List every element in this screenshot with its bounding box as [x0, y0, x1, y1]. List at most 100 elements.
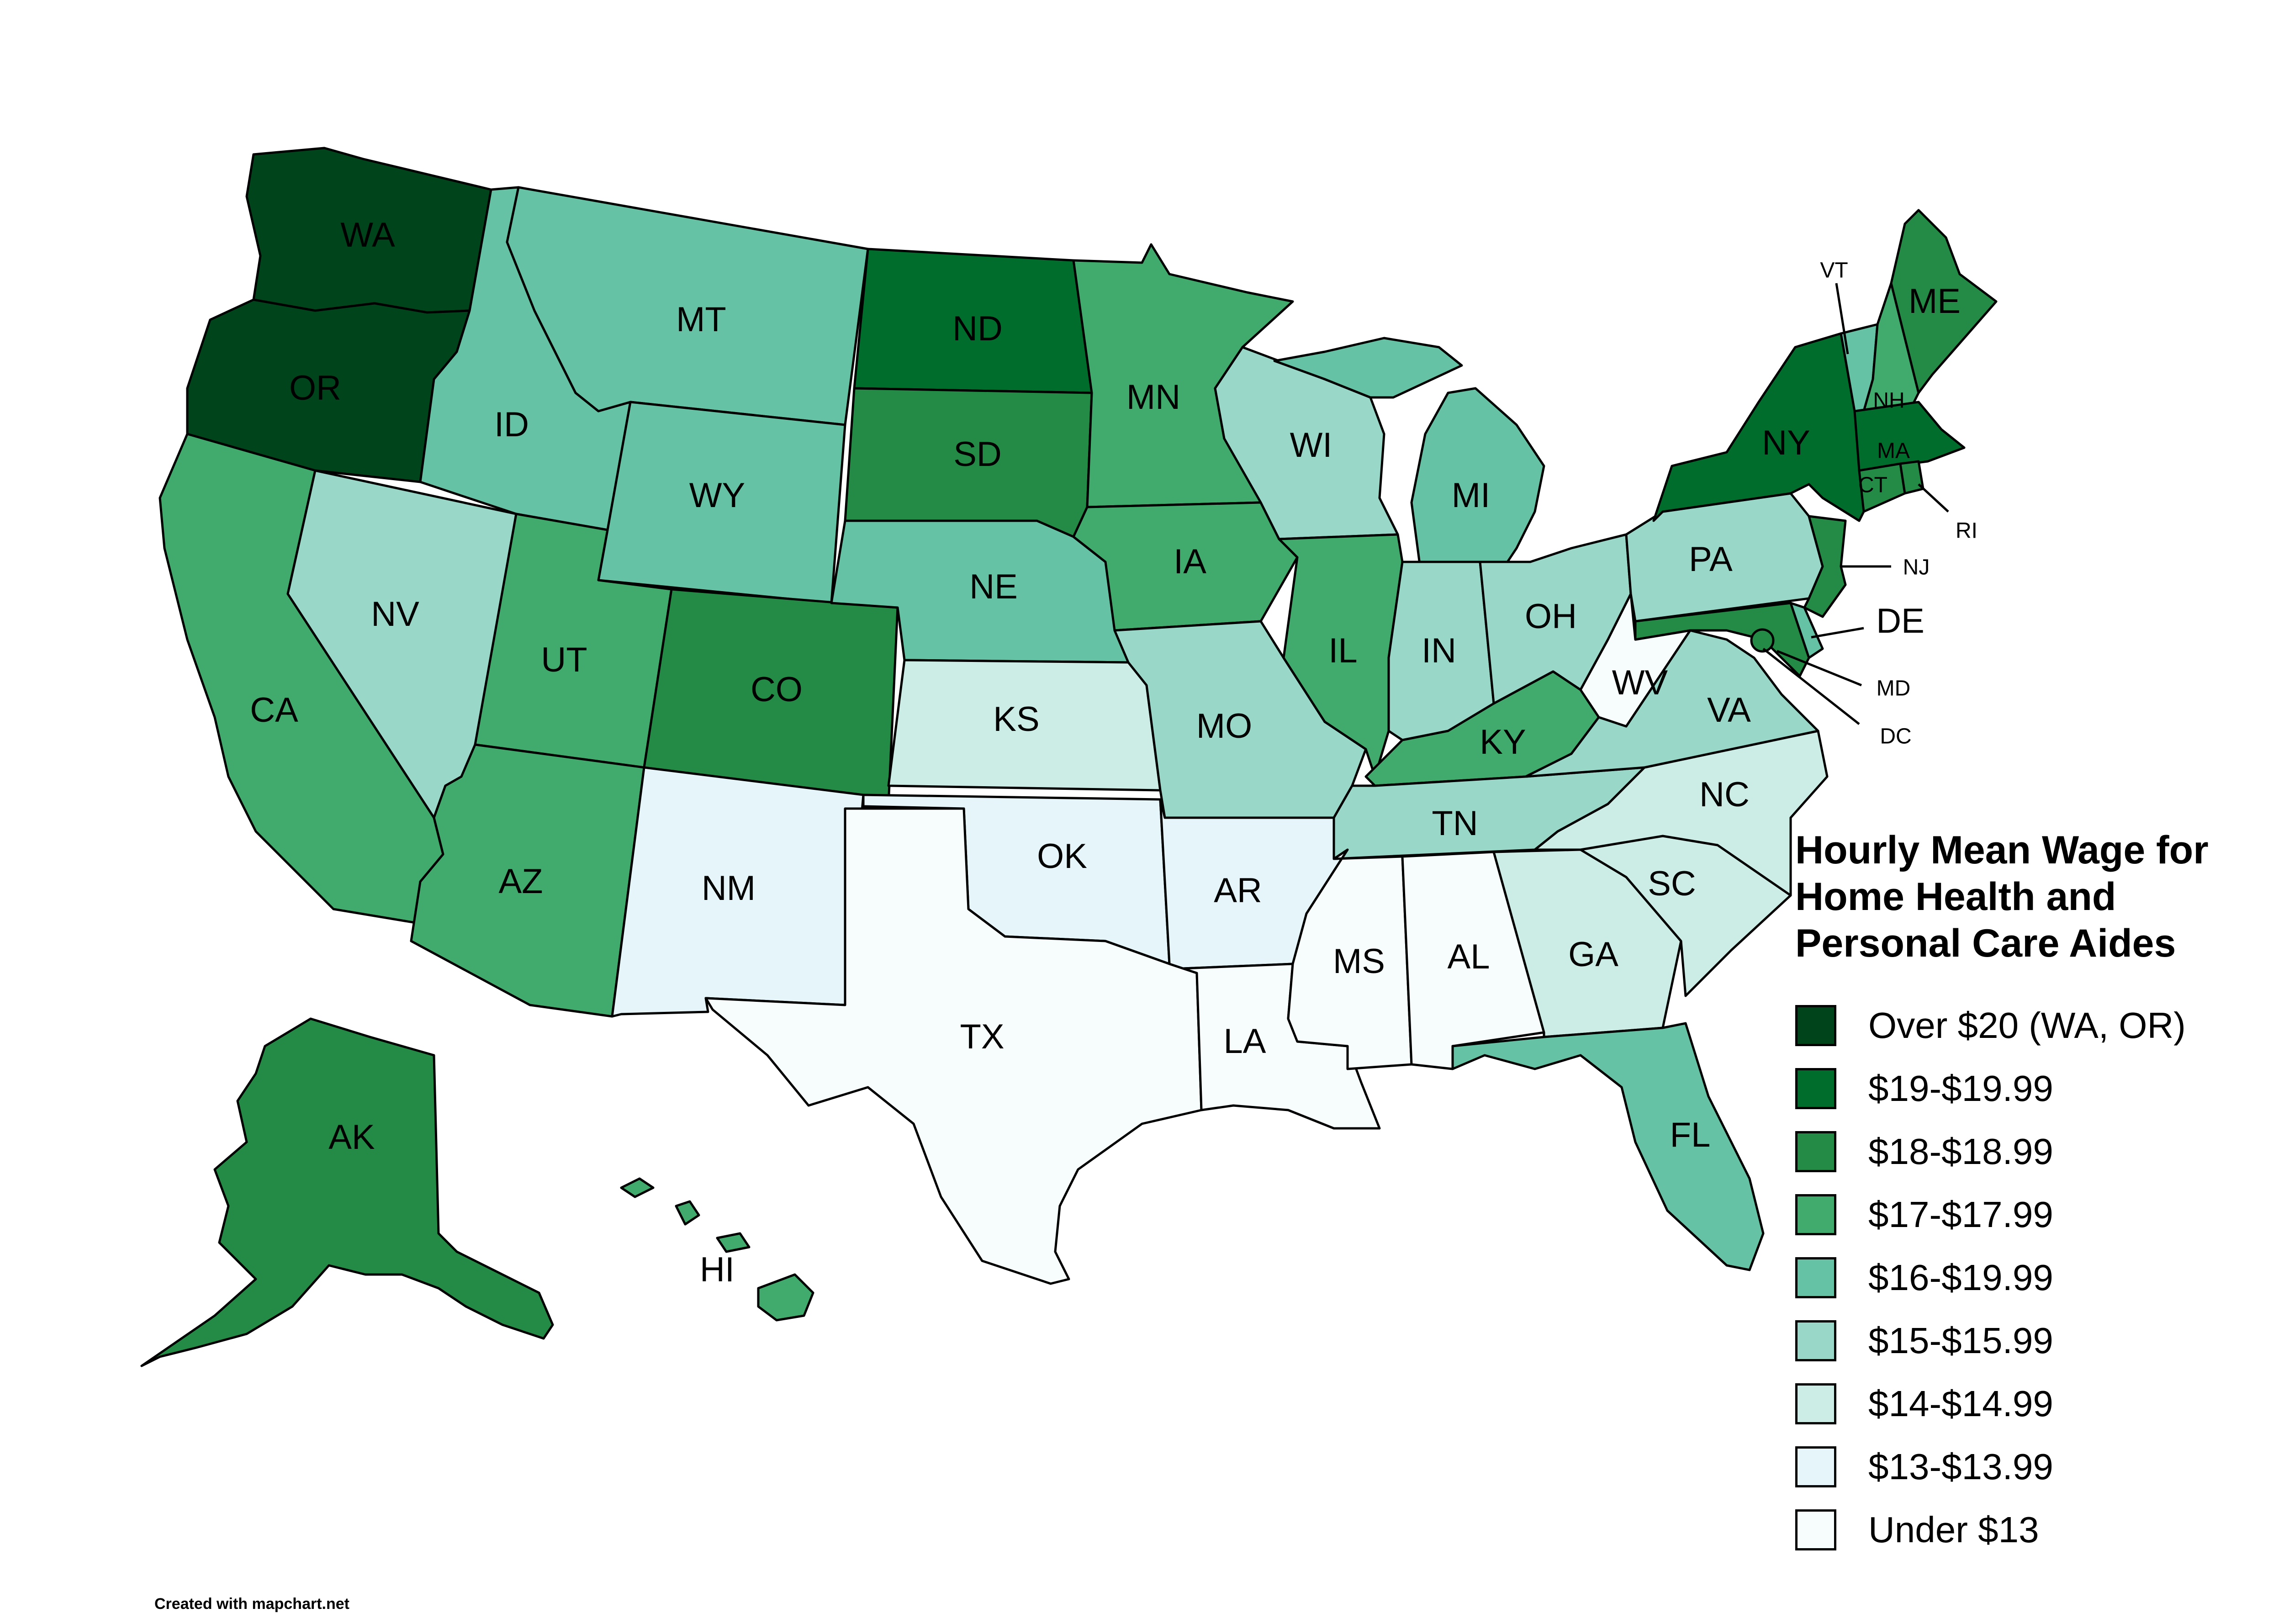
leader-dc [1762, 648, 1860, 725]
legend-label: $16-$19.99 [1868, 1257, 2053, 1298]
legend-label: $15-$15.99 [1868, 1320, 2053, 1361]
label-nh: NH [1873, 389, 1904, 413]
label-ny: NY [1762, 423, 1810, 462]
label-ak: AK [328, 1118, 375, 1157]
state-nj[interactable] [1803, 515, 1847, 618]
label-dc: DC [1880, 725, 1911, 749]
label-oh: OH [1525, 597, 1577, 636]
label-sc: SC [1648, 864, 1696, 903]
label-ky: KY [1480, 723, 1526, 762]
label-co: CO [751, 670, 803, 709]
label-tn: TN [1432, 804, 1478, 843]
label-mt: MT [676, 300, 726, 339]
label-wi: WI [1290, 426, 1332, 465]
label-nc: NC [1699, 775, 1750, 814]
state-ak[interactable] [140, 1017, 554, 1367]
legend-item: $15-$15.99 [1795, 1309, 2279, 1372]
state-fl[interactable] [1451, 1022, 1765, 1271]
state-ri[interactable] [1899, 460, 1924, 495]
label-me: ME [1909, 282, 1961, 321]
legend-item: $17-$17.99 [1795, 1183, 2279, 1246]
legend-label: $18-$18.99 [1868, 1131, 2053, 1172]
legend: Hourly Mean Wage for Home Health and Per… [1795, 827, 2279, 1561]
state-dc[interactable] [1750, 628, 1775, 653]
label-ga: GA [1568, 935, 1618, 974]
legend-item: Over $20 (WA, OR) [1795, 994, 2279, 1057]
label-nd: ND [952, 309, 1003, 348]
legend-label: $19-$19.99 [1868, 1068, 2053, 1109]
label-mn: MN [1126, 378, 1180, 417]
label-ia: IA [1174, 542, 1206, 581]
leader-md [1776, 650, 1862, 687]
label-ri: RI [1956, 519, 1977, 543]
label-tx: TX [960, 1017, 1004, 1056]
label-al: AL [1448, 937, 1490, 976]
state-wi[interactable] [1214, 346, 1399, 540]
label-vt: VT [1820, 259, 1848, 283]
legend-label: Under $13 [1868, 1509, 2039, 1550]
label-id: ID [494, 405, 529, 444]
state-mt[interactable] [506, 186, 869, 426]
label-in: IN [1422, 631, 1456, 670]
legend-label: $17-$17.99 [1868, 1194, 2053, 1235]
legend-label: $13-$13.99 [1868, 1446, 2053, 1487]
state-de[interactable] [1789, 602, 1824, 659]
state-nc[interactable] [1533, 730, 1829, 897]
label-wa: WA [340, 216, 395, 254]
legend-swatch [1795, 1509, 1836, 1550]
legend-label: $14-$14.99 [1868, 1383, 2053, 1424]
label-ms: MS [1333, 942, 1385, 981]
label-fl: FL [1670, 1116, 1711, 1154]
label-ks: KS [993, 700, 1039, 739]
label-md: MD [1877, 677, 1911, 701]
legend-item: $14-$14.99 [1795, 1372, 2279, 1435]
legend-swatch [1795, 1194, 1836, 1235]
state-mi[interactable] [1273, 337, 1545, 572]
label-ut: UT [541, 640, 587, 679]
legend-swatch [1795, 1320, 1836, 1361]
state-me[interactable] [1890, 209, 1998, 394]
leader-vt [1835, 283, 1849, 354]
label-ma: MA [1877, 439, 1910, 463]
legend-swatch [1795, 1383, 1836, 1424]
label-ca: CA [250, 691, 298, 730]
legend-item: $13-$13.99 [1795, 1435, 2279, 1498]
label-sd: SD [953, 435, 1002, 474]
leader-ri [1918, 483, 1949, 513]
label-mi: MI [1452, 476, 1490, 515]
legend-item: $18-$18.99 [1795, 1120, 2279, 1183]
label-ct: CT [1858, 473, 1887, 497]
label-nm: NM [702, 869, 756, 908]
legend-swatch [1795, 1005, 1836, 1046]
label-nv: NV [371, 595, 419, 634]
label-wv: WV [1612, 663, 1668, 702]
label-wy: WY [689, 476, 745, 515]
legend-item: $16-$19.99 [1795, 1246, 2279, 1309]
legend-title: Hourly Mean Wage for Home Health and Per… [1795, 828, 2209, 965]
label-il: IL [1328, 631, 1357, 670]
legend-swatch [1795, 1068, 1836, 1109]
state-hi[interactable] [620, 1177, 814, 1322]
leader-de [1811, 627, 1864, 639]
label-az: AZ [498, 862, 543, 901]
label-ok: OK [1037, 837, 1087, 876]
label-ar: AR [1214, 871, 1262, 910]
label-or: OR [289, 369, 341, 407]
legend-swatch [1795, 1446, 1836, 1487]
label-ne: NE [969, 567, 1018, 606]
label-va: VA [1707, 691, 1751, 730]
state-wy[interactable] [597, 401, 846, 604]
legend-label: Over $20 (WA, OR) [1868, 1005, 2186, 1046]
label-nj: NJ [1903, 555, 1930, 580]
credit-text: Created with mapchart.net [154, 1595, 349, 1613]
label-de: DE [1876, 602, 1924, 640]
legend-swatch [1795, 1131, 1836, 1172]
state-tx[interactable] [704, 807, 1203, 1285]
legend-item: $19-$19.99 [1795, 1057, 2279, 1120]
legend-swatch [1795, 1257, 1836, 1298]
legend-item: Under $13 [1795, 1498, 2279, 1561]
label-pa: PA [1689, 540, 1733, 579]
label-mo: MO [1196, 707, 1252, 746]
label-hi: HI [700, 1250, 735, 1289]
